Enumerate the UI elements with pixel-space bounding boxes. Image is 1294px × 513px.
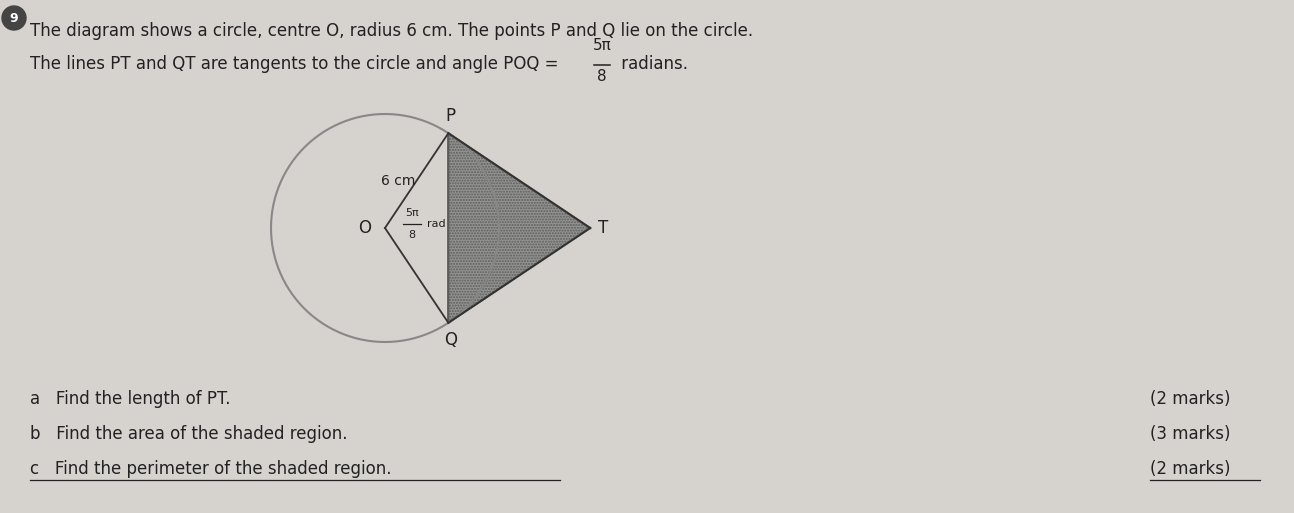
Polygon shape — [448, 133, 590, 323]
Text: (3 marks): (3 marks) — [1150, 425, 1231, 443]
Text: 6 cm: 6 cm — [382, 173, 415, 188]
Text: 5π: 5π — [405, 208, 419, 218]
Text: The lines PT and QT are tangents to the circle and angle POQ =: The lines PT and QT are tangents to the … — [30, 55, 564, 73]
Text: T: T — [598, 219, 608, 237]
Text: (2 marks): (2 marks) — [1150, 460, 1231, 478]
Text: Q: Q — [444, 331, 457, 349]
Text: b   Find the area of the shaded region.: b Find the area of the shaded region. — [30, 425, 348, 443]
Text: (2 marks): (2 marks) — [1150, 390, 1231, 408]
Text: c   Find the perimeter of the shaded region.: c Find the perimeter of the shaded regio… — [30, 460, 392, 478]
Text: O: O — [358, 219, 371, 237]
Text: P: P — [445, 107, 455, 125]
Text: rad: rad — [427, 219, 445, 229]
Text: 5π: 5π — [593, 38, 611, 53]
Text: The diagram shows a circle, centre O, radius 6 cm. The points P and Q lie on the: The diagram shows a circle, centre O, ra… — [30, 22, 753, 40]
Text: radians.: radians. — [616, 55, 688, 73]
Text: a   Find the length of PT.: a Find the length of PT. — [30, 390, 230, 408]
Circle shape — [3, 6, 26, 30]
Text: 8: 8 — [598, 69, 607, 84]
Text: 9: 9 — [9, 11, 18, 25]
Text: 8: 8 — [409, 230, 415, 240]
